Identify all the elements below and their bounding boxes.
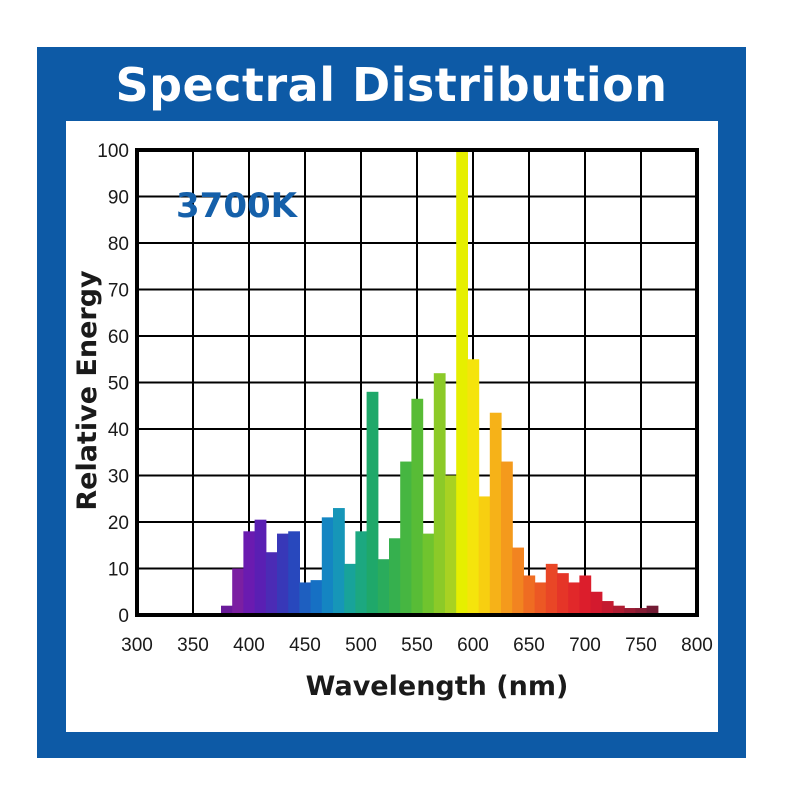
bar (265, 552, 278, 615)
bar (590, 591, 603, 615)
bar (456, 150, 468, 615)
y-tick-label: 30 (108, 467, 129, 488)
bar (366, 391, 379, 615)
spectral-chart: 0 10 20 30 40 50 60 70 80 90 100 300 350 400 450 500 55… (72, 141, 713, 702)
bar (288, 531, 300, 615)
bar (613, 605, 625, 615)
y-tick-labels: 0 10 20 30 40 50 60 70 80 90 100 (97, 141, 129, 627)
x-tick-label: 800 (681, 635, 713, 656)
x-tick-label: 400 (233, 635, 265, 656)
bar (557, 573, 569, 615)
bar (523, 575, 536, 615)
y-tick-label: 90 (108, 188, 129, 209)
x-tick-label: 500 (345, 635, 377, 656)
bar (601, 601, 614, 615)
bar (400, 461, 412, 615)
x-tick-label: 450 (289, 635, 321, 656)
bar (467, 359, 480, 615)
bar (344, 563, 356, 615)
x-tick-label: 600 (457, 635, 489, 656)
bar (277, 533, 289, 615)
x-tick-label: 550 (401, 635, 433, 656)
y-tick-label: 0 (118, 606, 129, 627)
x-axis-title: Wavelength (nm) (306, 671, 569, 702)
bar (534, 582, 547, 615)
x-tick-label: 750 (625, 635, 657, 656)
bar (333, 508, 345, 615)
y-tick-label: 80 (108, 234, 129, 255)
y-axis-title: Relative Energy (72, 270, 103, 511)
bar (299, 582, 312, 615)
y-tick-label: 50 (108, 374, 129, 395)
bar (646, 605, 659, 615)
bar (624, 608, 636, 615)
y-tick-label: 20 (108, 513, 129, 534)
bar (433, 373, 446, 615)
bar-series (221, 150, 659, 615)
x-tick-label: 650 (513, 635, 545, 656)
bar (501, 461, 513, 615)
bar (568, 582, 580, 615)
bar (545, 563, 558, 615)
x-tick-label: 350 (177, 635, 209, 656)
x-tick-label: 700 (569, 635, 601, 656)
y-tick-label: 100 (97, 141, 129, 162)
chart-panel: 0 10 20 30 40 50 60 70 80 90 100 300 350 400 450 500 55… (66, 121, 718, 732)
bar (411, 398, 424, 615)
bar (254, 519, 267, 615)
bar (422, 533, 435, 615)
bar (377, 559, 390, 615)
y-tick-label: 40 (108, 420, 129, 441)
bar (355, 531, 368, 615)
x-tick-labels: 300 350 400 450 500 550 600 650 700 750 800 (121, 635, 713, 656)
bar (512, 547, 524, 615)
x-tick-label: 300 (121, 635, 153, 656)
bar (321, 517, 334, 615)
y-tick-label: 70 (108, 281, 129, 302)
bar (579, 575, 592, 615)
color-temperature-label: 3700K (176, 186, 299, 226)
plot-border (135, 148, 699, 617)
bar (489, 412, 502, 615)
bar (478, 496, 491, 615)
chart-title: Spectral Distribution (115, 58, 668, 112)
bar (445, 475, 457, 615)
bar (232, 568, 244, 615)
bar (221, 605, 233, 615)
bar (243, 531, 256, 615)
bar (389, 538, 401, 615)
y-tick-label: 60 (108, 327, 129, 348)
bar (310, 580, 323, 615)
bar (635, 608, 648, 615)
y-tick-label: 10 (108, 560, 129, 581)
